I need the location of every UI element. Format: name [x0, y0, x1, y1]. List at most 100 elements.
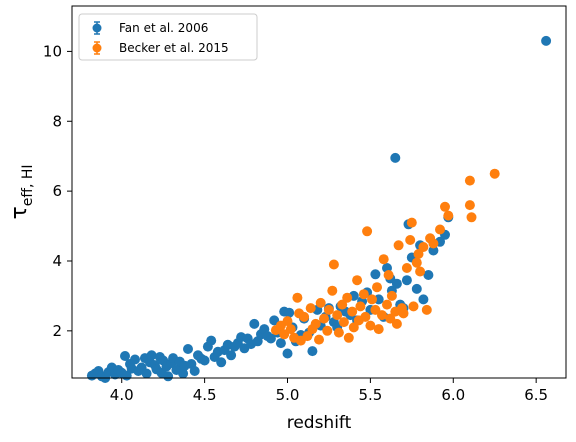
- data-point: [178, 368, 189, 379]
- data-point: [305, 303, 316, 314]
- y-tick-label: 10: [43, 42, 62, 60]
- y-axis-label-sub: eff, HI: [20, 164, 36, 206]
- y-axis-label: τeff, HI: [7, 164, 36, 219]
- data-point: [319, 313, 329, 324]
- data-point: [370, 269, 381, 280]
- data-point: [120, 351, 130, 361]
- data-point: [130, 354, 140, 365]
- data-point: [141, 368, 152, 379]
- data-point: [282, 348, 293, 359]
- data-point: [401, 263, 412, 273]
- data-point: [464, 175, 475, 186]
- data-point: [355, 301, 366, 312]
- data-point: [249, 318, 260, 329]
- data-point: [418, 242, 429, 252]
- data-point: [428, 238, 439, 249]
- x-tick-label: 6.5: [524, 386, 548, 404]
- data-point: [413, 249, 424, 259]
- x-tick-label: 5.5: [358, 386, 382, 404]
- data-point: [391, 318, 402, 329]
- data-point: [199, 355, 210, 366]
- y-axis-ticks: 2 4 6 8 10: [43, 42, 72, 340]
- data-point: [382, 299, 392, 310]
- data-point: [398, 308, 409, 319]
- data-point: [348, 322, 359, 333]
- data-point: [327, 285, 338, 296]
- data-point: [360, 311, 371, 322]
- data-point: [423, 270, 434, 280]
- data-point: [352, 275, 363, 286]
- data-point: [265, 333, 276, 344]
- data-point: [418, 294, 429, 305]
- data-point: [362, 226, 373, 237]
- data-point: [411, 257, 422, 268]
- data-point: [332, 310, 343, 321]
- data-point: [299, 311, 310, 322]
- data-point: [323, 304, 334, 315]
- legend-entry: Becker et al. 2015: [92, 41, 229, 55]
- data-point: [146, 350, 157, 361]
- data-point: [358, 289, 369, 300]
- data-point: [189, 366, 200, 376]
- data-point: [373, 324, 384, 335]
- legend-label: Becker et al. 2015: [119, 41, 229, 55]
- data-point: [541, 35, 552, 46]
- data-point: [314, 334, 324, 345]
- data-point: [383, 270, 394, 280]
- data-point: [428, 245, 439, 256]
- data-point: [401, 275, 412, 286]
- data-point: [464, 200, 475, 211]
- data-point: [405, 235, 416, 245]
- data-point: [282, 316, 293, 327]
- data-point: [338, 317, 349, 328]
- data-point: [443, 210, 454, 221]
- legend-entry: Fan et al. 2006: [92, 21, 208, 35]
- data-point: [328, 259, 339, 270]
- legend-marker: [92, 23, 102, 33]
- data-point: [163, 371, 174, 382]
- x-tick-label: 6.0: [441, 386, 465, 404]
- data-point: [390, 152, 401, 163]
- data-point: [347, 306, 358, 317]
- data-point: [307, 346, 318, 357]
- data-point: [372, 282, 382, 293]
- y-tick-label: 8: [52, 112, 62, 130]
- data-point: [206, 335, 217, 346]
- legend-marker: [92, 43, 102, 53]
- y-tick-label: 4: [52, 252, 62, 270]
- x-tick-label: 5.0: [276, 386, 300, 404]
- y-axis-label-main: τ: [7, 206, 32, 219]
- data-point: [292, 292, 303, 303]
- x-tick-label: 4.5: [193, 386, 217, 404]
- data-point: [365, 320, 376, 331]
- data-point: [406, 217, 417, 228]
- data-point: [466, 212, 477, 223]
- data-point: [216, 357, 227, 368]
- data-point: [342, 292, 353, 303]
- data-point: [284, 307, 295, 318]
- data-point: [377, 310, 387, 321]
- data-point: [322, 325, 333, 336]
- data-point: [367, 294, 377, 305]
- y-tick-label: 2: [52, 322, 62, 340]
- data-point: [378, 254, 389, 265]
- plot-frame: [71, 5, 567, 379]
- data-point: [393, 240, 404, 251]
- data-point: [310, 318, 321, 329]
- data-point: [435, 224, 445, 235]
- legend: Fan et al. 2006 Becker et al. 2015: [78, 13, 258, 61]
- data-point: [386, 290, 397, 301]
- data-point: [489, 168, 500, 179]
- data-point: [408, 301, 419, 312]
- data-point: [411, 283, 422, 294]
- data-point: [285, 324, 296, 335]
- data-point: [421, 304, 432, 315]
- x-axis-label: redshift: [287, 413, 352, 433]
- data-point: [337, 299, 348, 310]
- data-point: [391, 278, 402, 289]
- legend-box: [78, 13, 258, 61]
- data-point: [275, 338, 286, 349]
- data-point: [302, 331, 313, 342]
- y-tick-label: 6: [52, 182, 62, 200]
